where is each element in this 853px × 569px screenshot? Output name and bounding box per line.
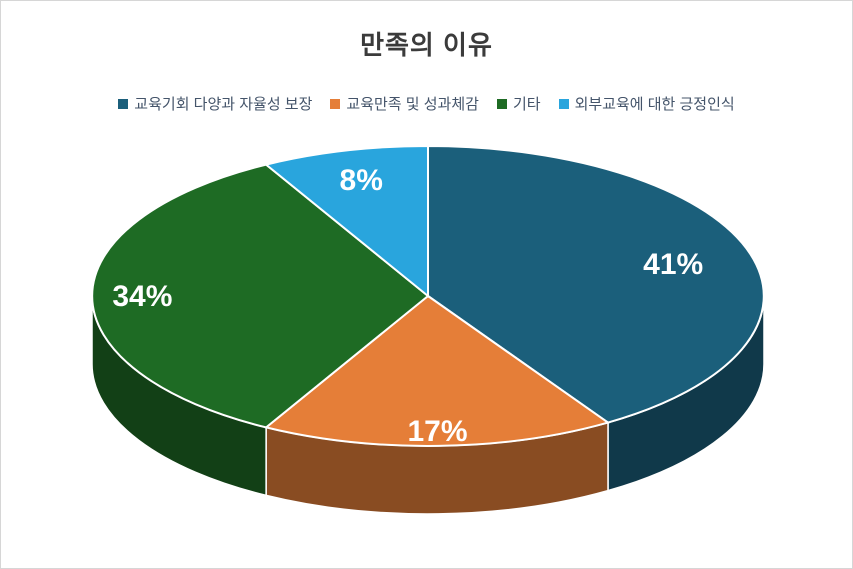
legend-item-2: 기타 (496, 93, 541, 114)
pie-slice-3 (263, 144, 429, 299)
pie-slice-2 (91, 163, 430, 429)
pie-slice-1 (263, 294, 611, 447)
legend-item-0: 교육기회 다양과 자율성 보장 (118, 93, 312, 114)
legend-swatch (496, 98, 507, 109)
legend-label: 외부교육에 대한 긍정인식 (574, 96, 735, 113)
data-label-3: 8% (340, 164, 383, 197)
data-label-1: 17% (407, 415, 467, 448)
legend-item-3: 외부교육에 대한 긍정인식 (558, 93, 735, 114)
pie-slice-0 (427, 144, 765, 424)
legend-item-1: 교육만족 및 성과체감 (330, 93, 479, 114)
chart-title: 만족의 이유 (360, 30, 493, 60)
data-label-0: 41% (643, 248, 703, 281)
legend-label: 교육만족 및 성과체감 (346, 96, 479, 113)
legend: 교육기회 다양과 자율성 보장 교육만족 및 성과체감 기타 외부교육에 대한 긍정인… (1, 93, 852, 114)
legend-swatch (330, 98, 341, 109)
data-label-2: 34% (112, 280, 172, 313)
legend-label: 기타 (512, 96, 541, 113)
legend-swatch (558, 98, 569, 109)
legend-label: 교육기회 다양과 자율성 보장 (134, 96, 313, 113)
legend-swatch (118, 98, 129, 109)
